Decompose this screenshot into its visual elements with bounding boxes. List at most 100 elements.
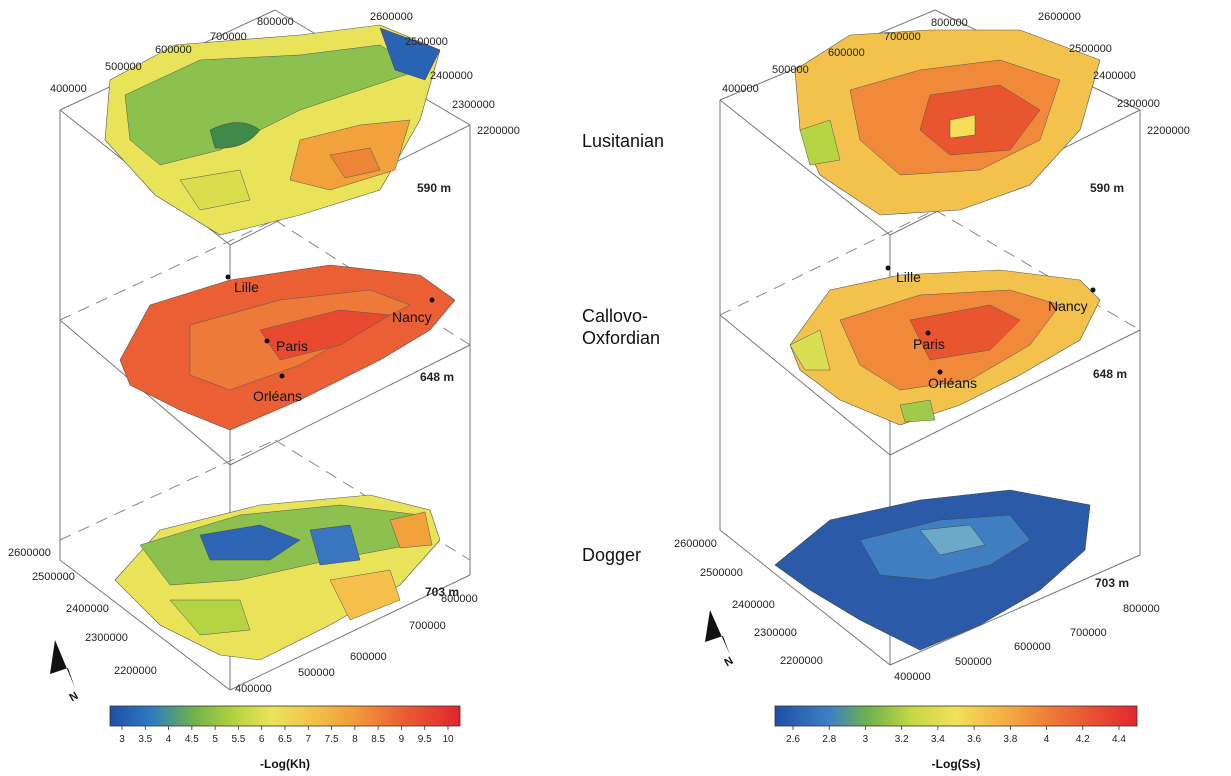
right-top-y-tick: 2200000	[1147, 125, 1190, 137]
right-box-frame	[719, 9, 1141, 666]
right-top-x-tick: 600000	[828, 47, 865, 59]
right-top-y-tick: 2500000	[1069, 43, 1112, 55]
left-bottom-y-tick: 2600000	[8, 547, 51, 559]
left-colorbar-tick-label: 3.5	[138, 734, 152, 745]
right-city-paris: Paris	[913, 336, 945, 352]
layer-label-lusitanian: Lusitanian	[582, 131, 665, 151]
left-colorbar-title: -Log(Kh)	[260, 757, 310, 771]
right-colorbar-title: -Log(Ss)	[932, 757, 981, 771]
right-colorbar-tick-label: 2.6	[786, 734, 800, 745]
left-top-x-tick: 600000	[155, 44, 192, 56]
left-top-y-tick: 2600000	[370, 11, 413, 23]
left-bottom-x-tick: 400000	[235, 683, 272, 695]
left-colorbar-tick-label: 9.5	[418, 734, 432, 745]
right-colorbar-ticks: 2.6 2.8 3 3.2 3.4 3.6 3.8 4 4.2 4.4	[786, 726, 1126, 745]
right-surface-lusitanian	[794, 29, 1101, 216]
right-city-orleans-marker	[937, 369, 943, 375]
layer-label-callovo-line1: Callovo-	[582, 306, 649, 326]
left-bottom-y-tick: 2500000	[32, 571, 75, 583]
right-surface-callovo	[789, 269, 1101, 426]
left-colorbar-tick-label: 8	[352, 734, 358, 745]
left-bottom-x-tick: 600000	[350, 651, 387, 663]
left-colorbar-tick-label: 6.5	[278, 734, 292, 745]
left-colorbar-tick-label: 7.5	[325, 734, 339, 745]
left-top-y-tick: 2500000	[405, 36, 448, 48]
left-bottom-y-tick: 2300000	[85, 632, 128, 644]
left-top-x-tick: 400000	[50, 83, 87, 95]
left-colorbar: 3 3.5 4 4.5 5 5.5 6 6.5 7 7.5 8 8.5 9 9.5 10 -Log(Kh)	[109, 705, 461, 771]
left-depth-lusitanian: 590 m	[417, 181, 451, 195]
left-colorbar-tick-label: 5	[212, 734, 218, 745]
left-colorbar-tick-label: 5.5	[231, 734, 245, 745]
right-colorbar: 2.6 2.8 3 3.2 3.4 3.6 3.8 4 4.2 4.4 -Log(Ss)	[774, 705, 1138, 771]
right-colorbar-tick-label: 2.8	[822, 734, 836, 745]
left-colorbar-tick-label: 9	[399, 734, 405, 745]
right-depth-callovo: 648 m	[1093, 367, 1127, 381]
left-surface-lusitanian	[104, 24, 441, 236]
right-colorbar-tick-label: 4	[1044, 734, 1050, 745]
right-bottom-x-tick: 500000	[955, 656, 992, 668]
left-top-y-tick: 2300000	[452, 99, 495, 111]
layer-label-callovo-line2: Oxfordian	[582, 328, 661, 348]
left-city-lille-marker	[225, 274, 231, 280]
layer-label-dogger: Dogger	[582, 545, 642, 565]
left-north-arrow-icon: N	[50, 640, 80, 704]
left-surface-callovo	[119, 264, 456, 431]
left-top-x-tick: 500000	[105, 61, 142, 73]
left-city-paris-marker	[264, 338, 270, 344]
right-bottom-y-tick: 2400000	[732, 599, 775, 611]
left-city-paris: Paris	[276, 338, 308, 354]
right-top-x-tick: 700000	[884, 31, 921, 43]
right-top-y-tick: 2600000	[1038, 11, 1081, 23]
left-bottom-y-tick: 2200000	[114, 665, 157, 677]
left-colorbar-tick-label: 7	[306, 734, 312, 745]
right-north-arrow-icon: N	[705, 610, 735, 669]
right-panel: 590 m 648 m 703 m Lille Nancy Paris Orlé…	[674, 9, 1190, 771]
right-city-lille: Lille	[896, 269, 921, 285]
right-colorbar-tick-label: 3.2	[895, 734, 909, 745]
right-bottom-x-tick: 600000	[1014, 641, 1051, 653]
left-bottom-x-tick: 700000	[409, 620, 446, 632]
right-bottom-y-tick: 2600000	[674, 538, 717, 550]
right-depth-lusitanian: 590 m	[1090, 181, 1124, 195]
left-colorbar-tick-label: 8.5	[371, 734, 385, 745]
right-top-x-tick: 800000	[931, 17, 968, 29]
left-top-y-tick: 2400000	[430, 70, 473, 82]
right-depth-dogger: 703 m	[1095, 576, 1129, 590]
right-surface-dogger	[774, 489, 1091, 651]
right-north-label: N	[723, 655, 736, 669]
right-city-nancy: Nancy	[1048, 298, 1088, 314]
right-colorbar-tick-label: 3.4	[931, 734, 945, 745]
left-city-nancy: Nancy	[392, 309, 432, 325]
right-bottom-x-tick: 700000	[1070, 627, 1107, 639]
layer-label-callovo: Callovo- Oxfordian	[582, 305, 660, 349]
right-colorbar-tick-label: 4.2	[1076, 734, 1090, 745]
right-top-x-tick: 400000	[722, 83, 759, 95]
right-bottom-y-tick: 2300000	[754, 627, 797, 639]
left-north-label: N	[68, 690, 81, 704]
left-top-x-tick: 700000	[210, 31, 247, 43]
left-colorbar-tick-label: 6	[259, 734, 265, 745]
right-colorbar-tick-label: 3.8	[1003, 734, 1017, 745]
right-bottom-y-tick: 2200000	[780, 655, 823, 667]
right-city-nancy-marker	[1090, 287, 1096, 293]
right-bottom-x-tick: 400000	[894, 671, 931, 683]
right-colorbar-tick-label: 3.6	[967, 734, 981, 745]
right-city-lille-marker	[885, 265, 891, 271]
right-top-x-tick: 500000	[772, 64, 809, 76]
left-city-orleans-marker	[279, 373, 285, 379]
left-colorbar-gradient	[109, 705, 461, 727]
left-depth-dogger: 703 m	[425, 585, 459, 599]
right-bottom-x-tick: 800000	[1123, 603, 1160, 615]
left-bottom-y-tick: 2400000	[66, 603, 109, 615]
right-colorbar-tick-label: 4.4	[1112, 734, 1126, 745]
left-colorbar-tick-label: 3	[119, 734, 125, 745]
right-bottom-y-tick: 2500000	[700, 567, 743, 579]
left-bottom-x-tick: 500000	[298, 667, 335, 679]
left-city-nancy-marker	[429, 297, 435, 303]
left-top-x-tick: 800000	[257, 16, 294, 28]
right-city-paris-marker	[925, 330, 931, 336]
right-city-orleans: Orléans	[928, 375, 977, 391]
right-top-y-tick: 2400000	[1093, 70, 1136, 82]
